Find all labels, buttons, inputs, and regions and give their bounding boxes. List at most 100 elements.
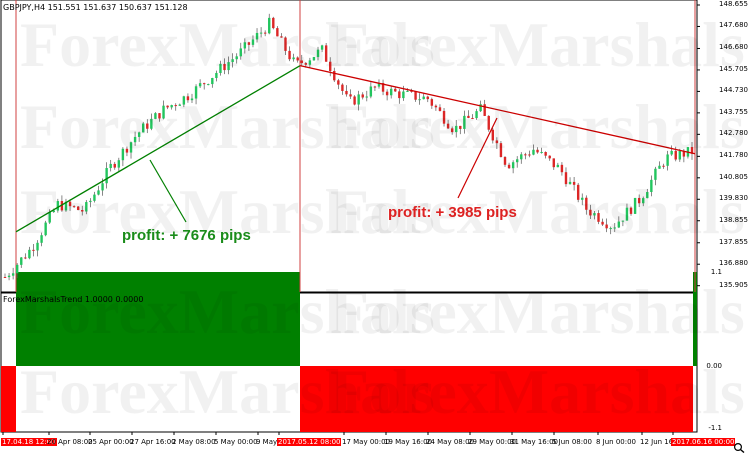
price-label: 142.780 <box>719 129 748 138</box>
candle <box>597 213 600 222</box>
candle <box>621 220 625 222</box>
candle <box>552 158 555 168</box>
candle <box>572 181 576 185</box>
candle <box>349 94 352 97</box>
candle <box>593 213 596 216</box>
time-label: 20 Apr 08:00 <box>47 438 93 446</box>
candle <box>548 155 551 159</box>
candle <box>105 168 108 184</box>
signal-bar <box>693 272 697 366</box>
candle <box>24 257 27 259</box>
candle <box>276 28 279 37</box>
candle <box>215 72 218 79</box>
candle <box>341 84 344 91</box>
candle <box>601 221 604 225</box>
candle <box>296 57 299 61</box>
candle <box>658 165 661 169</box>
sell-annotation-pointer <box>457 117 498 199</box>
candle <box>365 96 368 98</box>
candle <box>520 154 523 160</box>
candle <box>434 105 438 108</box>
price-label: 135.905 <box>719 280 748 289</box>
candle <box>483 104 486 116</box>
candle <box>487 115 490 130</box>
candle <box>516 159 519 163</box>
candle <box>471 117 474 119</box>
candle <box>146 123 149 129</box>
candle <box>674 150 677 160</box>
candle <box>56 201 60 211</box>
candle <box>304 63 308 65</box>
zoom-icon[interactable] <box>733 440 745 454</box>
candle <box>629 207 633 214</box>
candle <box>72 206 76 208</box>
candle <box>540 152 543 154</box>
candle <box>162 105 165 119</box>
candle <box>491 129 495 141</box>
candle <box>329 61 332 72</box>
candle <box>503 156 507 165</box>
candle <box>361 94 364 98</box>
candle <box>345 90 348 95</box>
candle <box>52 210 55 213</box>
candle <box>174 105 177 107</box>
candle <box>442 110 446 124</box>
candle <box>178 104 181 106</box>
candle <box>682 150 686 157</box>
candle <box>532 149 535 155</box>
price-label: 143.755 <box>719 107 748 116</box>
price-label: 137.855 <box>719 237 748 246</box>
price-label: 144.730 <box>719 86 748 95</box>
time-label: 24 May 08:00 <box>426 438 475 446</box>
candle <box>430 99 434 106</box>
main-pane-title: GBPJPY,H4 151.551 151.637 150.637 151.12… <box>3 3 188 12</box>
candle <box>495 140 499 144</box>
candle <box>385 91 389 96</box>
candle <box>507 164 511 169</box>
buy-profit-annotation: profit: + 7676 pips <box>122 227 251 244</box>
candle <box>406 90 409 92</box>
candle <box>64 201 68 211</box>
candle <box>93 194 96 201</box>
candle <box>678 150 682 160</box>
price-label: 147.680 <box>719 21 748 30</box>
candle <box>137 132 141 137</box>
candle <box>581 197 584 200</box>
candle <box>101 183 104 191</box>
candle <box>158 113 161 119</box>
candle <box>202 83 206 85</box>
candle <box>637 197 641 204</box>
candle <box>455 125 458 133</box>
candle <box>414 91 417 100</box>
time-label: 2 May 08:00 <box>172 438 216 446</box>
candle <box>7 275 11 278</box>
candle <box>357 94 360 105</box>
candle <box>150 118 153 129</box>
candle <box>564 172 568 185</box>
candle <box>117 160 121 168</box>
candle <box>381 83 385 92</box>
price-label: 138.855 <box>719 215 748 224</box>
candle <box>142 123 145 133</box>
candle <box>389 88 393 96</box>
candle <box>300 60 303 64</box>
candle <box>613 227 616 229</box>
candle <box>227 62 230 71</box>
time-label: 5 Jun 08:00 <box>552 438 593 446</box>
candle <box>182 96 186 105</box>
time-label: 17 May 00:00 <box>342 438 391 446</box>
candle <box>284 37 287 51</box>
candle <box>251 39 255 45</box>
time-label: 9 May <box>256 438 278 446</box>
candle <box>11 273 15 276</box>
candle <box>247 42 251 45</box>
candle <box>646 192 649 199</box>
candle <box>670 150 673 155</box>
candle <box>544 152 547 156</box>
candle <box>410 90 413 92</box>
candle <box>324 45 328 62</box>
candle <box>463 115 466 129</box>
candle <box>625 207 629 221</box>
